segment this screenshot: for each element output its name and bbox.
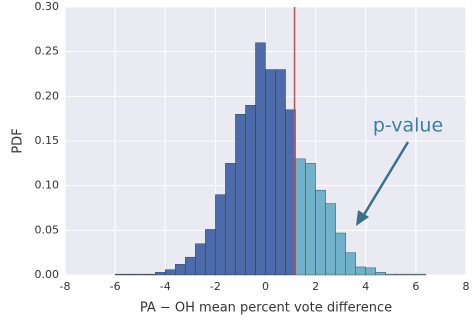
bar: [195, 243, 206, 276]
y-tick-label: 0.25: [35, 45, 60, 58]
x-tick-label: 2: [312, 280, 319, 293]
bar: [395, 273, 407, 276]
annotation: p-value: [373, 115, 443, 137]
y-tick-label: 0.30: [35, 0, 60, 13]
bar: [325, 203, 336, 276]
x-tick-label: 8: [463, 280, 470, 293]
bar: [345, 252, 356, 276]
arrow-head: [356, 210, 369, 226]
bar: [205, 229, 216, 276]
x-tick-label: -8: [60, 280, 71, 293]
bar: [175, 264, 186, 276]
bar: [355, 266, 366, 276]
bar: [415, 273, 427, 276]
bar: [385, 273, 397, 276]
x-tick-label: 4: [362, 280, 369, 293]
bar: [185, 256, 196, 276]
bar: [255, 42, 266, 276]
bar: [275, 69, 286, 276]
bar: [375, 272, 386, 276]
x-tick-label: -4: [160, 280, 171, 293]
bar: [114, 273, 126, 276]
y-axis-label: PDF: [11, 128, 26, 153]
bar: [235, 113, 246, 276]
bar: [335, 232, 346, 276]
bar: [265, 69, 276, 276]
bar: [134, 273, 146, 276]
x-axis-label: PA − OH mean percent vote difference: [140, 301, 392, 316]
y-tick-label: 0.20: [35, 89, 60, 102]
bar: [405, 273, 417, 276]
bar: [155, 272, 166, 276]
arrow-shaft: [360, 141, 410, 219]
bar: [225, 163, 236, 276]
y-tick-label: 0.10: [35, 179, 60, 192]
bar: [165, 269, 176, 276]
bar: [305, 163, 316, 276]
bar: [124, 273, 136, 276]
bar: [144, 273, 156, 276]
bar: [285, 109, 295, 276]
bar: [365, 267, 376, 276]
y-tick-label: 0.05: [35, 223, 60, 236]
x-tick-label: 6: [412, 280, 419, 293]
bar: [295, 158, 306, 276]
y-tick-label: 0.00: [35, 268, 60, 281]
y-tick-label: 0.15: [35, 134, 60, 147]
x-tick-label: -2: [210, 280, 221, 293]
bar: [245, 105, 256, 276]
x-tick-label: 0: [262, 280, 269, 293]
bar: [215, 194, 226, 276]
bar: [315, 189, 326, 276]
x-tick-label: -6: [110, 280, 121, 293]
